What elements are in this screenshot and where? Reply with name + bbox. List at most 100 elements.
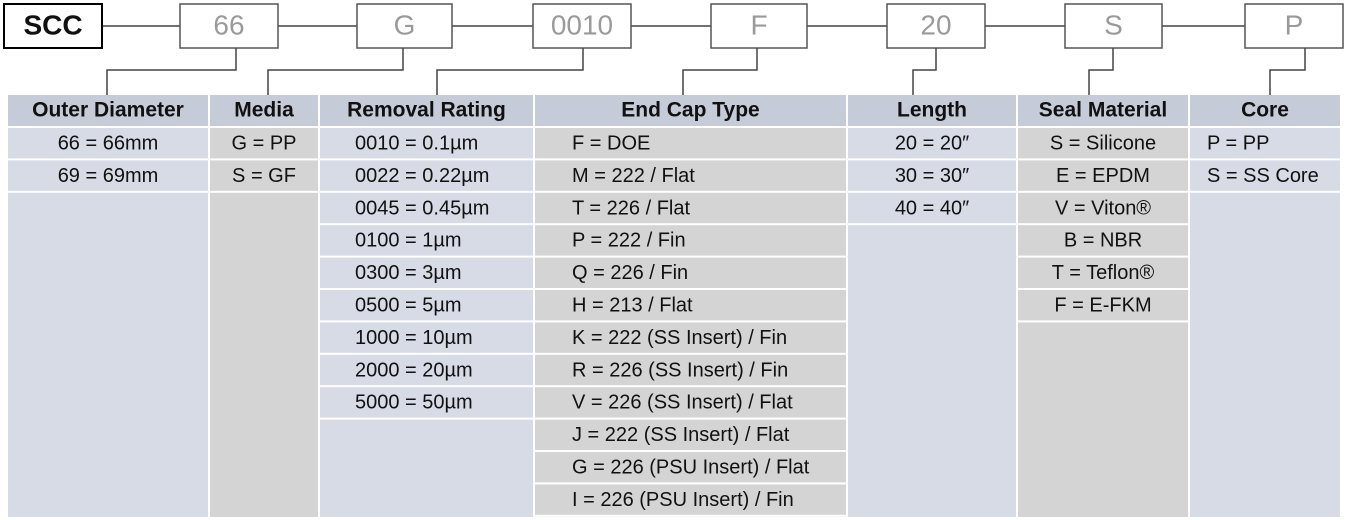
cell [210,128,318,159]
cell [8,128,208,159]
cell [535,225,846,256]
cell [535,419,846,450]
header-cell [1190,95,1340,126]
option: P = 222 / Fin [572,230,686,252]
cell [535,290,846,321]
segment: 66 [213,9,244,40]
cell [320,257,533,288]
column-title: Seal Material [1039,99,1167,122]
option: H = 213 / Flat [572,294,693,316]
segment: P [1285,9,1304,40]
column-title: Media [234,99,294,122]
cell [535,160,846,191]
segment: S [1104,9,1123,40]
empty-cell [320,419,533,517]
option: 5000 = 50µm [355,392,473,414]
connector [1088,48,1114,95]
connector [1269,48,1306,95]
option: M = 222 / Flat [572,165,695,187]
option: 0022 = 0.22µm [355,165,489,187]
cell [1018,290,1188,321]
option: R = 226 (SS Insert) / Fin [572,359,788,381]
cell [848,160,1016,191]
column-title: Core [1241,99,1289,122]
cell [320,192,533,224]
cell [320,354,533,386]
connector [106,48,237,95]
cell [320,387,533,418]
cell [535,354,846,386]
option: G = 226 (PSU Insert) / Flat [572,456,810,478]
option: 20 = 20″ [895,132,969,154]
option: 1000 = 10µm [355,327,473,349]
header-cell [1018,95,1188,126]
cell [320,160,533,191]
header-cell [210,95,318,126]
code-box [3,3,103,49]
option: 0300 = 3µm [355,262,462,284]
option: B = NBR [1064,230,1142,252]
header-cell [320,95,533,126]
option: F = DOE [572,132,650,154]
option: 40 = 40″ [895,197,969,219]
option: I = 226 (PSU Insert) / Fin [572,489,794,511]
connector [682,48,758,95]
cell [8,160,208,191]
cell [1018,257,1188,288]
cell [320,128,533,159]
header-cell [8,95,208,126]
empty-cell [848,225,1016,517]
segment: 20 [920,9,951,40]
option: T = 226 / Flat [572,197,690,219]
cell [535,192,846,224]
cell [210,160,318,191]
header-cell [848,95,1016,126]
option: G = PP [231,132,296,154]
empty-cell [210,192,318,518]
option: 0010 = 0.1µm [355,132,478,154]
option: 69 = 69mm [58,165,159,187]
segment-box [1064,3,1163,49]
option: S = SS Core [1207,165,1319,187]
connector [436,48,584,95]
option: 2000 = 20µm [355,359,473,381]
cell [1190,160,1340,191]
option: F = E-FKM [1054,294,1151,316]
cell [535,322,846,353]
cell [848,128,1016,159]
option: V = 226 (SS Insert) / Flat [572,392,793,414]
option: K = 222 (SS Insert) / Fin [572,327,787,349]
option: P = PP [1207,132,1269,154]
header-cell [535,95,846,126]
cell [320,322,533,353]
cell [1018,160,1188,191]
option: 0045 = 0.45µm [355,197,489,219]
segment-box [710,3,808,49]
option: S = GF [232,165,296,187]
column-title: Outer Diameter [32,99,184,122]
option: T = Teflon® [1052,262,1155,284]
cell [535,484,846,515]
empty-cell [1018,322,1188,517]
column-title: End Cap Type [621,99,759,122]
segment: F [750,9,767,40]
column-title: Length [897,99,967,122]
option: 30 = 30″ [895,165,969,187]
code: SCC [23,9,82,40]
column-title: Removal Rating [347,99,506,122]
segment: 0010 [551,9,613,40]
connector [912,48,937,95]
segment-box [1244,3,1344,49]
cell [1190,128,1340,159]
segment-box [532,3,632,49]
cell [1018,128,1188,159]
segment-box [179,3,279,49]
empty-cell [8,192,208,518]
option: E = EPDM [1056,165,1150,187]
connector [267,48,404,95]
option: 0100 = 1µm [355,230,462,252]
option: J = 222 (SS Insert) / Flat [572,424,790,446]
cell [1018,192,1188,224]
option: S = Silicone [1050,132,1156,154]
